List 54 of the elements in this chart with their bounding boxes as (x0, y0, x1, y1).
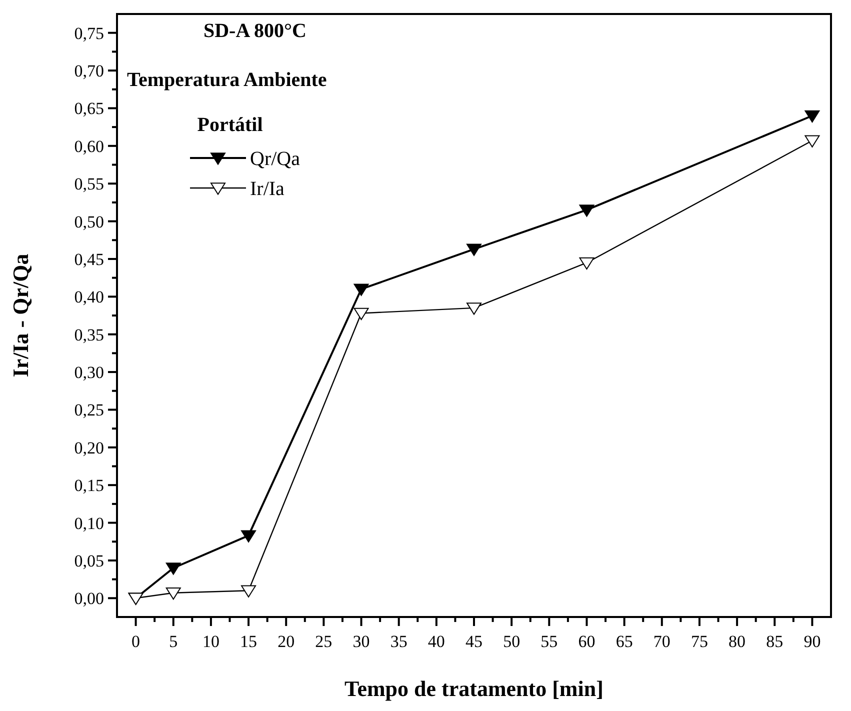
y-tick-label: 0,70 (74, 62, 104, 81)
legend-title: Portátil (197, 114, 264, 136)
x-tick-label: 60 (578, 632, 596, 651)
x-tick-label: 15 (240, 632, 258, 651)
point (241, 585, 256, 598)
point (354, 284, 369, 296)
x-tick-label: 90 (804, 632, 821, 651)
point (241, 530, 256, 542)
x-tick-label: 40 (428, 632, 445, 651)
x-tick-label: 50 (503, 632, 520, 651)
y-tick-label: 0,25 (74, 400, 104, 420)
y-tick-label: 0,10 (74, 514, 104, 533)
x-tick-label: 85 (766, 632, 784, 651)
point (466, 302, 482, 315)
x-tick-label: 35 (390, 632, 408, 651)
point (166, 587, 181, 600)
point (579, 257, 594, 270)
x-tick-label: 45 (466, 632, 482, 651)
x-tick-label: 80 (728, 632, 746, 651)
point (354, 308, 369, 320)
y-tick-label: 0,15 (74, 476, 104, 496)
y-tick-label: 0,00 (74, 589, 104, 608)
x-tick-label: 25 (315, 632, 332, 651)
x-tick-label: 65 (616, 632, 633, 651)
y-tick-label: 0,50 (74, 212, 104, 232)
y-tick-label: 0,65 (74, 99, 104, 118)
x-tick-label: 10 (202, 632, 220, 651)
y-axis-title: Ir/Ia - Qr/Qa (8, 254, 33, 378)
y-tick-label: 0,20 (74, 438, 104, 458)
point (466, 244, 482, 256)
x-tick-label: 20 (278, 632, 295, 651)
x-tick-label: 30 (352, 632, 370, 651)
legend-label: Ir/Ia (250, 178, 285, 200)
y-tick-label: 0,55 (74, 174, 104, 194)
y-tick-label: 0,35 (74, 325, 104, 344)
point (579, 204, 594, 217)
y-tick-label: 0,05 (74, 551, 104, 570)
y-tick-label: 0,75 (74, 24, 104, 43)
y-tick-label: 0,40 (74, 288, 104, 307)
y-tick-label: 0,45 (74, 250, 104, 269)
legend-label: Qr/Qa (250, 148, 300, 170)
x-tick-label: 70 (653, 632, 670, 651)
y-tick-label: 0,30 (74, 363, 104, 382)
x-axis-title: Tempo de tratamento [min] (344, 676, 604, 701)
point (166, 562, 181, 575)
x-tick-label: 0 (132, 632, 140, 651)
x-tick-label: 5 (169, 632, 178, 651)
x-tick-label: 55 (540, 632, 558, 651)
annotation: SD-A 800°C (203, 20, 307, 42)
y-tick-label: 0,60 (74, 136, 104, 156)
point (804, 135, 820, 148)
point (804, 110, 820, 123)
annotation: Temperatura Ambiente (127, 69, 327, 91)
x-tick-label: 75 (690, 632, 708, 651)
